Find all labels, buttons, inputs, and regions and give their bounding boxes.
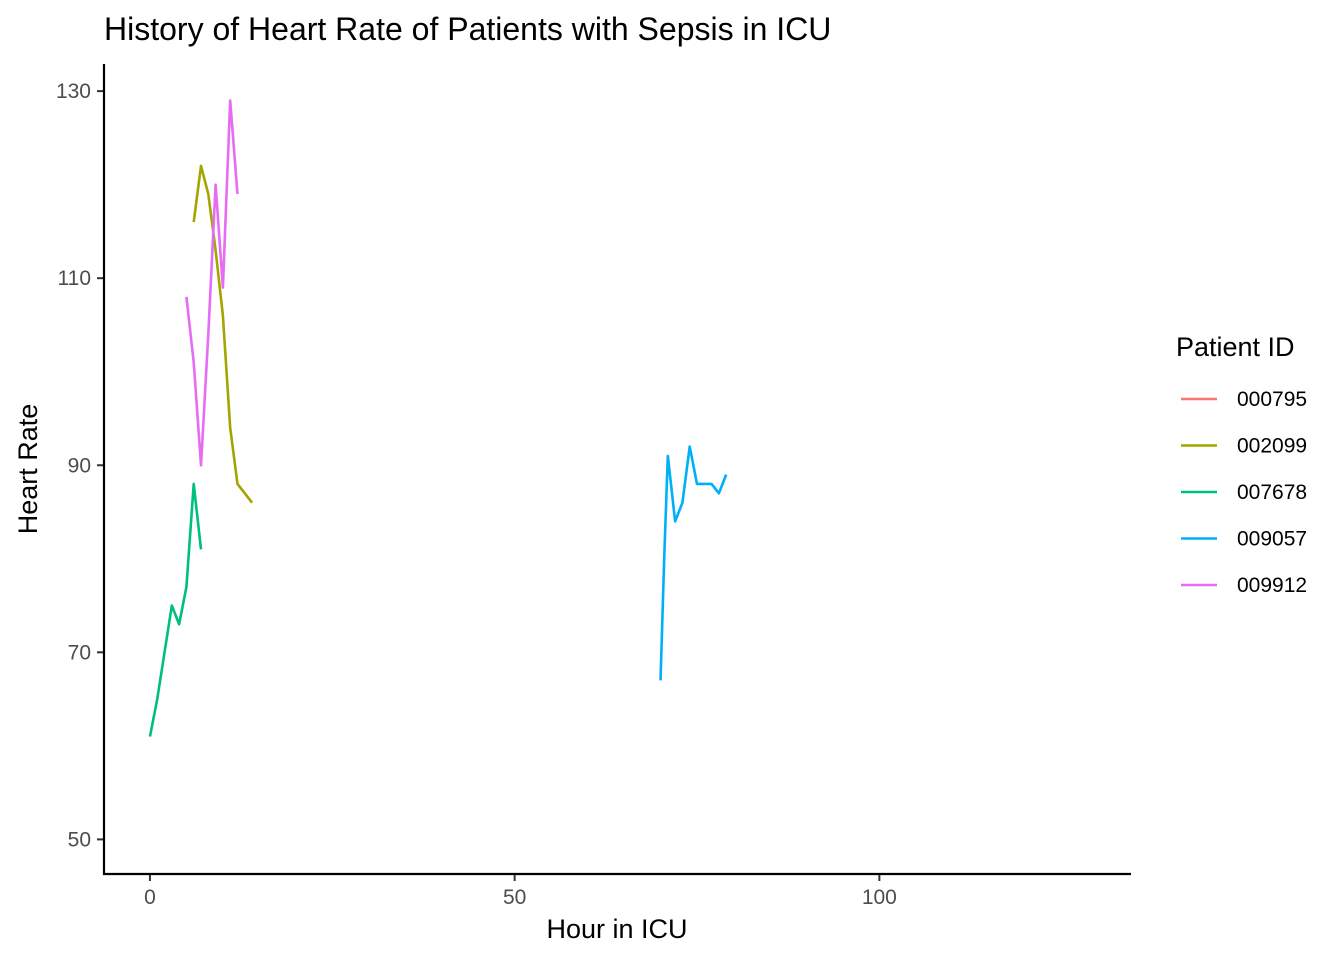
y-axis-ticks: 50 70 90 110 130 bbox=[56, 80, 104, 851]
y-tick-label: 130 bbox=[56, 80, 91, 103]
plot-area: 50 70 90 110 130 0 50 100 bbox=[56, 64, 1131, 909]
legend-label-009057: 009057 bbox=[1237, 528, 1307, 551]
series-line-009057 bbox=[659, 445, 728, 681]
y-tick-label: 70 bbox=[68, 641, 91, 664]
legend-items: 000795 002099 007678 009057 009912 bbox=[1181, 388, 1307, 597]
x-tick-label: 0 bbox=[144, 886, 156, 909]
y-axis-title: Heart Rate bbox=[13, 404, 43, 535]
legend: Patient ID 000795 002099 007678 009057 00991… bbox=[1176, 332, 1307, 597]
series-line-007678 bbox=[148, 482, 203, 737]
x-axis-title: Hour in ICU bbox=[546, 914, 687, 944]
y-tick-label: 90 bbox=[68, 454, 91, 477]
series-line-002099 bbox=[192, 164, 254, 504]
x-tick-label: 100 bbox=[862, 886, 897, 909]
y-tick-label: 50 bbox=[68, 828, 91, 851]
legend-label-007678: 007678 bbox=[1237, 481, 1307, 504]
legend-label-000795: 000795 bbox=[1237, 388, 1307, 411]
legend-label-009912: 009912 bbox=[1237, 574, 1307, 597]
y-tick-label: 110 bbox=[58, 267, 91, 290]
x-tick-label: 50 bbox=[503, 886, 526, 909]
series-line-009912 bbox=[185, 99, 239, 467]
legend-label-002099: 002099 bbox=[1237, 435, 1307, 458]
x-axis-ticks: 0 50 100 bbox=[144, 874, 897, 909]
chart-title: History of Heart Rate of Patients with S… bbox=[104, 11, 831, 47]
legend-title: Patient ID bbox=[1176, 332, 1295, 362]
series-lines bbox=[148, 99, 728, 737]
